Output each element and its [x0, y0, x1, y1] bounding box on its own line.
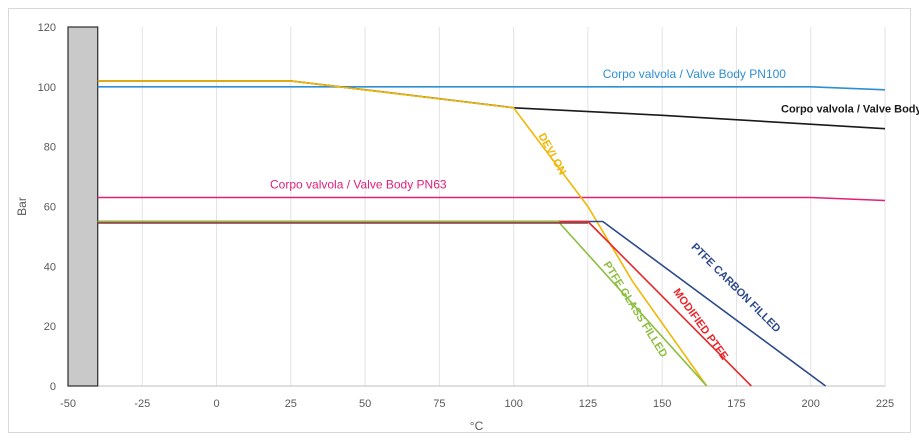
series-line: [97, 220, 708, 387]
y-tick-label: 60: [44, 202, 56, 214]
x-tick-label: 125: [579, 398, 597, 410]
series-lines: [97, 80, 886, 387]
y-tick-label: 100: [38, 82, 56, 94]
series-label: Corpo valvola / Valve Body PN63: [270, 178, 447, 192]
series-label: Corpo valvola / Valve Body Ansi 600: [781, 103, 919, 115]
x-axis-title: °C: [470, 419, 484, 433]
x-axis: -50 -25 0 25 50 75 100 125 150 175 200 225: [60, 398, 894, 410]
x-tick-label: 100: [504, 398, 522, 410]
series-label: Corpo valvola / Valve Body PN100: [603, 67, 787, 81]
series-label: MODIFIED PTFE: [670, 287, 730, 363]
x-tick-label: 150: [653, 398, 671, 410]
x-tick-label: 175: [727, 398, 745, 410]
series-label: PTFE GLASS FILLED: [601, 260, 670, 360]
x-tick-label: 225: [876, 398, 894, 410]
x-tick-label: 25: [285, 398, 297, 410]
series-line: [97, 220, 827, 387]
series-line: [97, 220, 752, 387]
chart-frame: [8, 8, 911, 433]
x-tick-label: -50: [60, 398, 76, 410]
x-tick-label: 200: [802, 398, 820, 410]
x-tick-label: -25: [134, 398, 150, 410]
excluded-region: [67, 26, 99, 387]
x-tick-label: 50: [359, 398, 371, 410]
series-line: [97, 80, 708, 387]
excluded-region-bar: [67, 26, 99, 387]
y-tick-label: 80: [44, 142, 56, 154]
x-tick-label: 75: [433, 398, 445, 410]
series-label: DEVLON: [536, 131, 569, 177]
series-line: [97, 196, 886, 202]
y-tick-label: 0: [50, 381, 56, 393]
y-tick-label: 120: [38, 22, 56, 34]
y-axis: 0 20 40 60 80 100 120: [38, 22, 56, 393]
series-line: [97, 86, 886, 91]
y-tick-label: 20: [44, 321, 56, 333]
x-tick-label: 0: [213, 398, 219, 410]
y-tick-label: 40: [44, 261, 56, 273]
y-axis-title: Bar: [15, 197, 29, 216]
